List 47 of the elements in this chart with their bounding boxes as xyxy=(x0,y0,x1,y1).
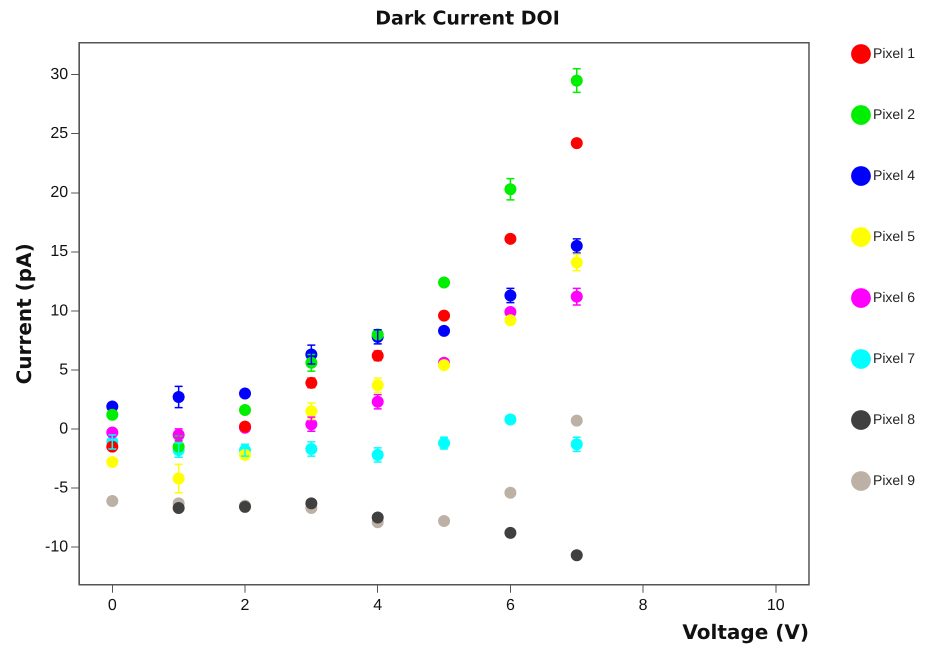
y-tick-label: 30 xyxy=(50,66,68,84)
y-tick-label: -5 xyxy=(54,479,68,496)
point xyxy=(239,388,251,400)
legend-label: Pixel 2 xyxy=(872,106,916,122)
x-tick-label: 4 xyxy=(373,596,382,614)
legend-label: Pixel 9 xyxy=(872,472,916,488)
legend-label: Pixel 8 xyxy=(872,410,916,427)
y-tick-label: 15 xyxy=(50,243,68,260)
y-axis-title: Current (pA) xyxy=(12,243,36,384)
point xyxy=(570,137,583,150)
point xyxy=(239,404,251,416)
chart-title: Dark Current DOI xyxy=(375,7,560,30)
point xyxy=(438,310,450,322)
y-tick-label: 20 xyxy=(50,184,68,202)
legend-label: Pixel 5 xyxy=(872,228,916,244)
legend-label: Pixel 4 xyxy=(872,166,916,183)
legend-label: Pixel 7 xyxy=(872,350,916,366)
y-tick-label: 5 xyxy=(59,361,68,378)
point xyxy=(570,414,583,427)
legend-label: Pixel 6 xyxy=(872,288,916,305)
y-tick-label: 25 xyxy=(50,125,68,142)
x-axis-title: Voltage (V) xyxy=(682,620,809,644)
point xyxy=(106,456,118,468)
y-tick-label: 10 xyxy=(50,302,68,320)
point xyxy=(106,494,118,507)
point xyxy=(372,511,384,524)
point xyxy=(106,408,118,421)
x-tick-label: 6 xyxy=(506,596,515,614)
point xyxy=(438,515,450,528)
point xyxy=(504,526,516,539)
point xyxy=(504,232,516,245)
point xyxy=(570,549,583,562)
x-tick-label: 2 xyxy=(240,596,250,614)
point xyxy=(305,497,318,510)
x-tick-label: 0 xyxy=(108,596,117,614)
y-tick-label: -10 xyxy=(45,538,68,556)
legend-label: Pixel 1 xyxy=(872,44,916,61)
y-tick-label: 0 xyxy=(59,420,68,438)
point xyxy=(438,324,450,337)
point xyxy=(504,413,516,426)
x-tick-label: 10 xyxy=(766,596,785,614)
x-tick-label: 8 xyxy=(638,596,648,614)
point xyxy=(438,359,450,372)
point xyxy=(172,502,185,514)
point xyxy=(504,486,516,499)
point xyxy=(438,276,450,289)
point xyxy=(504,314,516,326)
